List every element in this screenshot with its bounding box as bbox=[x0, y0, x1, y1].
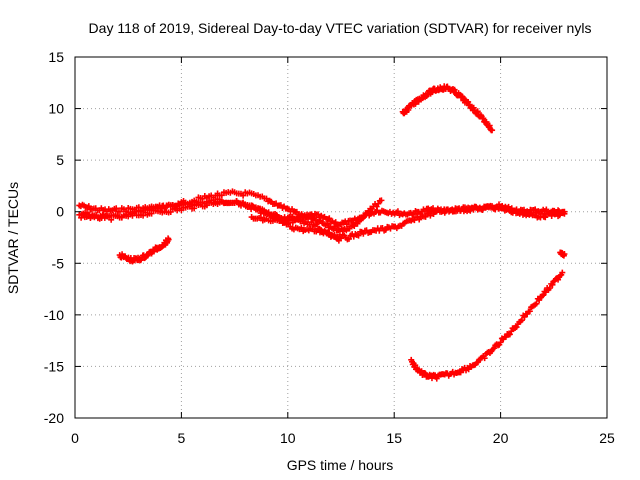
data-point bbox=[526, 308, 533, 315]
data-point bbox=[394, 208, 401, 215]
y-tick-label: -15 bbox=[44, 358, 64, 374]
data-point bbox=[233, 198, 240, 205]
data-point bbox=[422, 213, 429, 220]
data-point bbox=[326, 215, 333, 222]
series-track-d bbox=[248, 214, 342, 244]
data-point bbox=[332, 223, 339, 230]
data-point bbox=[497, 339, 504, 346]
data-point bbox=[113, 205, 120, 212]
data-point bbox=[268, 211, 275, 218]
data-point bbox=[508, 328, 515, 335]
data-point bbox=[533, 300, 540, 307]
x-tick-label: 15 bbox=[386, 430, 402, 446]
data-point bbox=[505, 203, 512, 210]
y-tick-label: -5 bbox=[52, 255, 65, 271]
data-point bbox=[532, 206, 539, 213]
data-point bbox=[559, 269, 566, 276]
x-tick-label: 5 bbox=[178, 430, 186, 446]
data-point bbox=[378, 197, 385, 204]
data-point bbox=[561, 210, 568, 217]
data-point bbox=[382, 226, 389, 233]
data-point bbox=[506, 331, 513, 338]
data-point bbox=[355, 232, 362, 239]
data-point bbox=[237, 202, 244, 209]
data-point bbox=[481, 355, 488, 362]
series-track-g bbox=[408, 269, 566, 382]
data-point bbox=[165, 236, 172, 243]
y-tick-label: 0 bbox=[56, 204, 64, 220]
data-point bbox=[467, 207, 474, 214]
y-axis-label: SDTVAR / TECUs bbox=[5, 182, 21, 294]
series-track-f bbox=[399, 83, 496, 134]
y-tick-label: -20 bbox=[44, 410, 64, 426]
series-track-e bbox=[116, 235, 172, 265]
data-point bbox=[518, 317, 525, 324]
data-point bbox=[116, 208, 123, 215]
data-point bbox=[326, 229, 333, 236]
chart-title: Day 118 of 2019, Sidereal Day-to-day VTE… bbox=[89, 20, 592, 36]
x-tick-label: 0 bbox=[71, 430, 79, 446]
data-point bbox=[441, 209, 448, 216]
data-point bbox=[536, 297, 543, 304]
data-point bbox=[489, 127, 496, 134]
data-point bbox=[93, 212, 100, 219]
y-tick-label: -10 bbox=[44, 307, 64, 323]
y-tick-label: 15 bbox=[48, 49, 64, 65]
data-point bbox=[148, 210, 155, 217]
data-point bbox=[351, 223, 358, 230]
data-point bbox=[549, 281, 556, 288]
data-point bbox=[513, 206, 520, 213]
data-point bbox=[298, 224, 305, 231]
data-point bbox=[470, 206, 477, 213]
y-tick-label: 5 bbox=[56, 152, 64, 168]
y-tick-label: 10 bbox=[48, 101, 64, 117]
x-tick-label: 20 bbox=[493, 430, 509, 446]
data-point bbox=[427, 212, 434, 219]
data-point bbox=[561, 251, 568, 258]
data-point bbox=[433, 375, 440, 382]
data-point bbox=[360, 213, 367, 220]
data-point bbox=[360, 230, 367, 237]
x-tick-label: 25 bbox=[599, 430, 615, 446]
data-point bbox=[324, 220, 331, 227]
data-points bbox=[76, 83, 568, 382]
data-point bbox=[335, 237, 342, 244]
data-point bbox=[548, 212, 555, 219]
data-point bbox=[313, 221, 320, 228]
data-point bbox=[343, 221, 350, 228]
data-point bbox=[108, 216, 115, 223]
data-point bbox=[542, 214, 549, 221]
data-point bbox=[315, 211, 322, 218]
series-track-c bbox=[76, 198, 568, 243]
data-point bbox=[240, 192, 247, 199]
data-point bbox=[546, 285, 553, 292]
x-tick-label: 10 bbox=[280, 430, 296, 446]
data-point bbox=[191, 205, 198, 212]
x-axis-label: GPS time / hours bbox=[287, 457, 394, 473]
data-point bbox=[257, 214, 264, 221]
series-track-h bbox=[557, 249, 568, 259]
data-point bbox=[345, 235, 352, 242]
data-point bbox=[85, 203, 92, 210]
data-point bbox=[218, 192, 225, 199]
data-point bbox=[430, 211, 437, 218]
data-point bbox=[299, 217, 306, 224]
axes: 0 5 10 15 20 25 -20 -15 -10 -5 0 5 10 15 bbox=[44, 49, 615, 446]
plot-frame bbox=[74, 56, 608, 419]
